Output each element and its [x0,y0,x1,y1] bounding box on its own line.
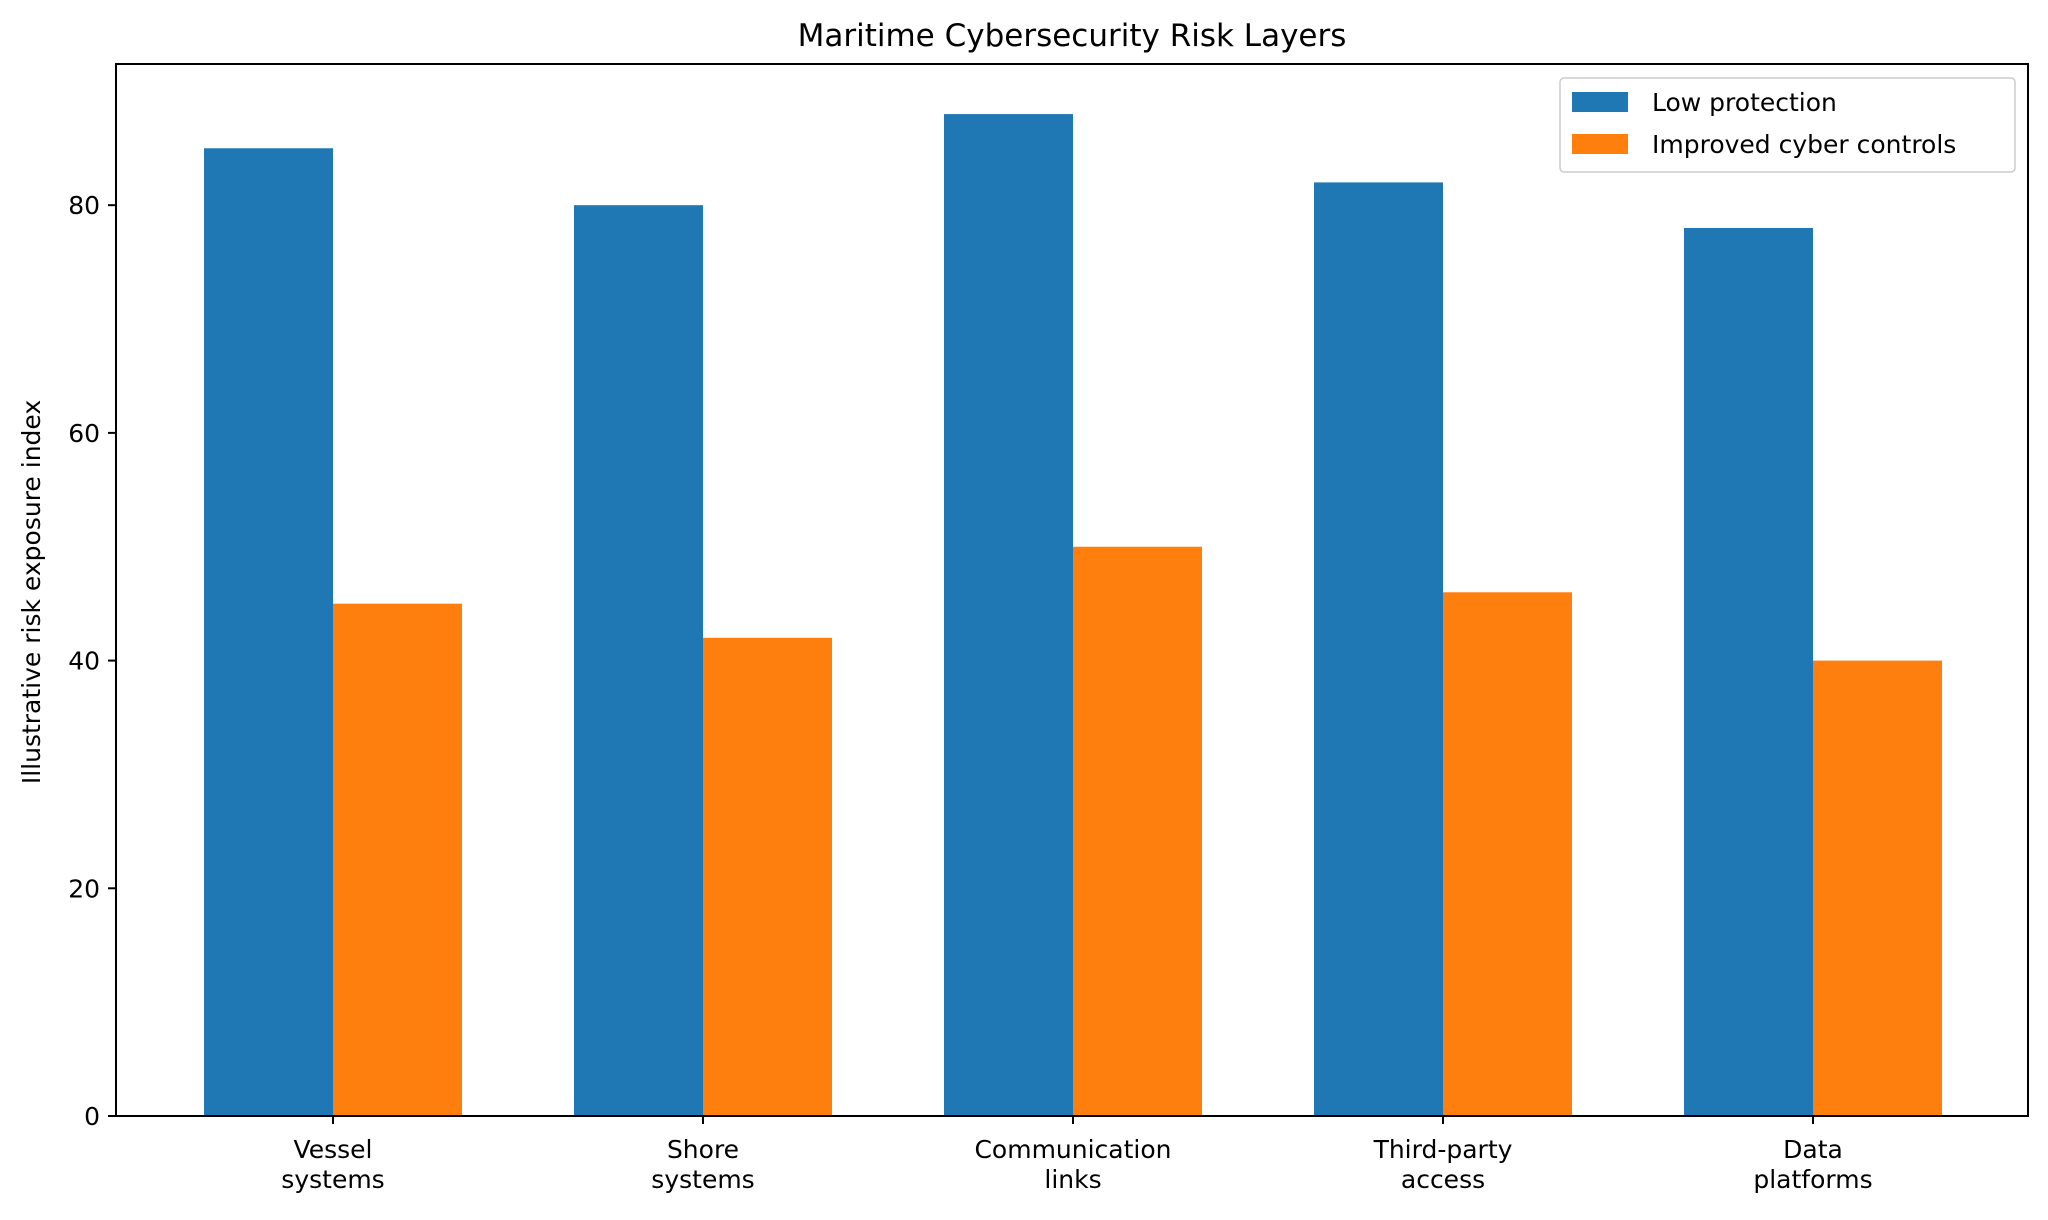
x-tick-label: Vessel systems [281,1135,384,1194]
bar-improved-cyber-controls-4 [1443,592,1572,1116]
x-tick-label-line: Third-party [1373,1135,1513,1164]
x-tick-label-line: Vessel [294,1135,373,1164]
y-tick-label: 60 [68,419,100,448]
legend-label-improved-cyber-controls: Improved cyber controls [1652,130,1956,159]
x-tick-label: Data platforms [1753,1135,1872,1194]
bar-improved-cyber-controls-5 [1813,660,1942,1116]
x-tick-label: Third-party access [1373,1135,1513,1194]
legend: Low protection Improved cyber controls [1559,77,2016,173]
y-tick-label: 80 [68,191,100,220]
plot-frame [115,63,2029,1117]
bar-low-protection-5 [1684,227,1813,1116]
x-tick-label-line: access [1401,1165,1485,1194]
x-tick-label-line: Shore [667,1135,739,1164]
y-tick-label: 20 [68,874,100,903]
bar-low-protection-4 [1314,182,1443,1116]
bar-low-protection-2 [574,205,703,1116]
legend-label-low-protection: Low protection [1652,88,1837,117]
y-axis-ticks: 0 20 40 60 80 [68,191,116,1131]
x-tick-label-line: platforms [1753,1165,1872,1194]
x-tick-label-line: systems [651,1165,754,1194]
bar-low-protection-3 [944,114,1073,1117]
chart-title: Maritime Cybersecurity Risk Layers [798,18,1347,54]
y-axis-label: Illustrative risk exposure index [17,400,46,784]
bar-improved-cyber-controls-2 [703,637,832,1116]
x-tick-label-line: links [1044,1165,1101,1194]
bar-improved-cyber-controls-1 [333,603,462,1116]
x-tick-label-line: Communication [974,1135,1171,1164]
legend-swatch-improved-cyber-controls [1572,134,1628,154]
y-tick-label: 0 [84,1102,100,1131]
x-tick-label-line: systems [281,1165,384,1194]
bar-low-protection-1 [204,148,333,1116]
x-tick-label-line: Data [1783,1135,1843,1164]
x-tick-label: Communication links [974,1135,1171,1194]
legend-swatch-low-protection [1572,92,1628,112]
bar-improved-cyber-controls-3 [1073,546,1202,1116]
x-tick-label: Shore systems [651,1135,754,1194]
y-tick-label: 40 [68,647,100,676]
bars-group [204,114,1942,1117]
legend-box [1559,77,2016,173]
